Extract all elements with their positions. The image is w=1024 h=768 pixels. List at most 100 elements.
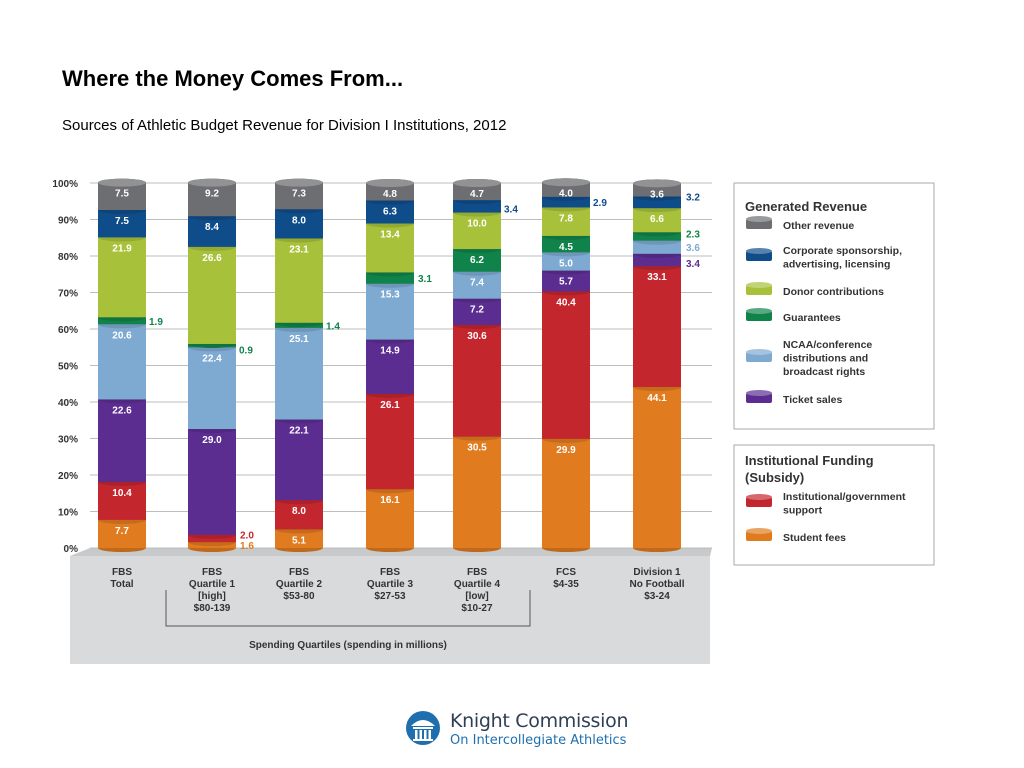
category-label: $4-35 (553, 579, 579, 590)
category-label: FBS (289, 567, 309, 578)
group-label: Spending Quartiles (spending in millions… (249, 640, 447, 651)
data-label: 20.6 (112, 330, 132, 341)
data-label: 22.4 (202, 353, 222, 364)
bar-segment (275, 182, 323, 210)
data-label: 7.2 (470, 305, 484, 316)
data-label: 7.3 (292, 189, 306, 200)
category-label: FCS (556, 567, 576, 578)
bar-segment (453, 249, 501, 272)
bar-segment (453, 212, 501, 250)
data-label: 10.0 (467, 219, 487, 230)
data-label: 15.3 (380, 290, 400, 301)
legend-label: Corporate sponsorship, (783, 245, 902, 257)
bar-segment (188, 216, 236, 247)
data-label: 6.3 (383, 207, 397, 218)
bar-segment (453, 271, 501, 299)
legend-swatch-cap (746, 248, 772, 254)
data-label: 4.7 (470, 189, 484, 200)
bar-segment (366, 272, 414, 284)
bar-segment (453, 183, 501, 201)
bar-segment (188, 429, 236, 535)
bar-segment (188, 246, 236, 344)
data-label: 21.9 (112, 243, 132, 254)
legend-title: Generated Revenue (745, 199, 867, 214)
bar-segment (633, 196, 681, 209)
data-label: 7.4 (470, 278, 484, 289)
data-label: 3.4 (504, 204, 518, 215)
legend-title: (Subsidy) (745, 470, 804, 485)
bar-top-cap (366, 179, 414, 187)
category-label: Quartile 4 (454, 579, 501, 590)
data-label: 8.0 (292, 506, 306, 517)
category-label: FBS (467, 567, 487, 578)
data-label: 2.9 (593, 198, 607, 209)
legend-label: advertising, licensing (783, 259, 890, 271)
data-label: 29.9 (556, 445, 576, 456)
legend-label: distributions and (783, 353, 868, 365)
chart-subtitle: Sources of Athletic Budget Revenue for D… (62, 117, 507, 134)
data-label: 0.9 (239, 346, 253, 357)
data-label: 7.5 (115, 216, 129, 227)
data-label: 5.0 (559, 258, 573, 269)
bar-segment (98, 481, 146, 520)
data-label: 4.5 (559, 242, 573, 253)
data-label: 13.4 (380, 230, 400, 241)
legend-label: Institutional/government (783, 491, 906, 503)
legend-label: Donor contributions (783, 286, 884, 298)
data-label: 30.5 (467, 443, 487, 454)
data-label: 29.0 (202, 435, 222, 446)
bar-segment (188, 347, 236, 430)
bar-segment (542, 182, 590, 197)
category-label: Division 1 (633, 567, 681, 578)
bar-segment (542, 252, 590, 271)
y-tick-label: 90% (58, 216, 78, 227)
bar-segment (633, 208, 681, 233)
legend-title: Institutional Funding (745, 453, 874, 468)
bar-segment (542, 291, 590, 439)
y-tick-label: 0% (64, 544, 79, 555)
bar-segment (98, 237, 146, 318)
logo-name: Knight Commission (450, 710, 629, 732)
data-label: 2.3 (686, 229, 700, 240)
data-label: 22.6 (112, 405, 132, 416)
data-label: 10.4 (112, 488, 132, 499)
category-label: $53-80 (283, 591, 315, 602)
data-label: 6.2 (470, 255, 484, 266)
y-tick-label: 20% (58, 471, 78, 482)
bar-segment (633, 232, 681, 241)
bar-top-cap (275, 178, 323, 187)
logo-tagline: On Intercollegiate Athletics (450, 733, 627, 748)
bar-top-cap (633, 179, 681, 188)
category-label: $80-139 (194, 603, 231, 614)
bar-segment (633, 387, 681, 548)
bar-segment (542, 270, 590, 292)
bar-segment (366, 223, 414, 273)
data-label: 3.6 (686, 243, 700, 254)
data-label: 23.1 (289, 244, 309, 255)
chart-title: Where the Money Comes From... (62, 66, 404, 91)
y-tick-label: 60% (58, 325, 78, 336)
bar-segment (275, 238, 323, 323)
stacked-bar-chart: 0% 10% 20% 30% 40% 50% 60% 70% 80% 90% 100% 7.7 10.4… (52, 178, 935, 664)
legend-swatch-cap (746, 308, 772, 314)
data-label: 5.1 (292, 535, 306, 546)
bar-segment (453, 436, 501, 548)
data-label: 5.7 (559, 277, 573, 288)
data-label: 22.1 (289, 426, 309, 437)
bar-segment (98, 519, 146, 548)
bar-segment (188, 182, 236, 217)
data-label: 26.6 (202, 253, 222, 264)
category-label: FBS (202, 567, 222, 578)
category-label: FBS (380, 567, 400, 578)
bar-top-cap (542, 178, 590, 187)
legend-label: broadcast rights (783, 366, 865, 378)
bar-segment (275, 209, 323, 239)
knight-commission-logo: Knight Commission On Intercollegiate Ath… (405, 708, 635, 752)
building-logo-icon (406, 711, 440, 745)
data-label: 1.6 (240, 541, 254, 552)
bar-segment (453, 298, 501, 325)
legend-label: Guarantees (783, 312, 841, 324)
legend-label: Ticket sales (783, 394, 843, 406)
data-label: 33.1 (647, 272, 667, 283)
bar-segment (366, 393, 414, 490)
